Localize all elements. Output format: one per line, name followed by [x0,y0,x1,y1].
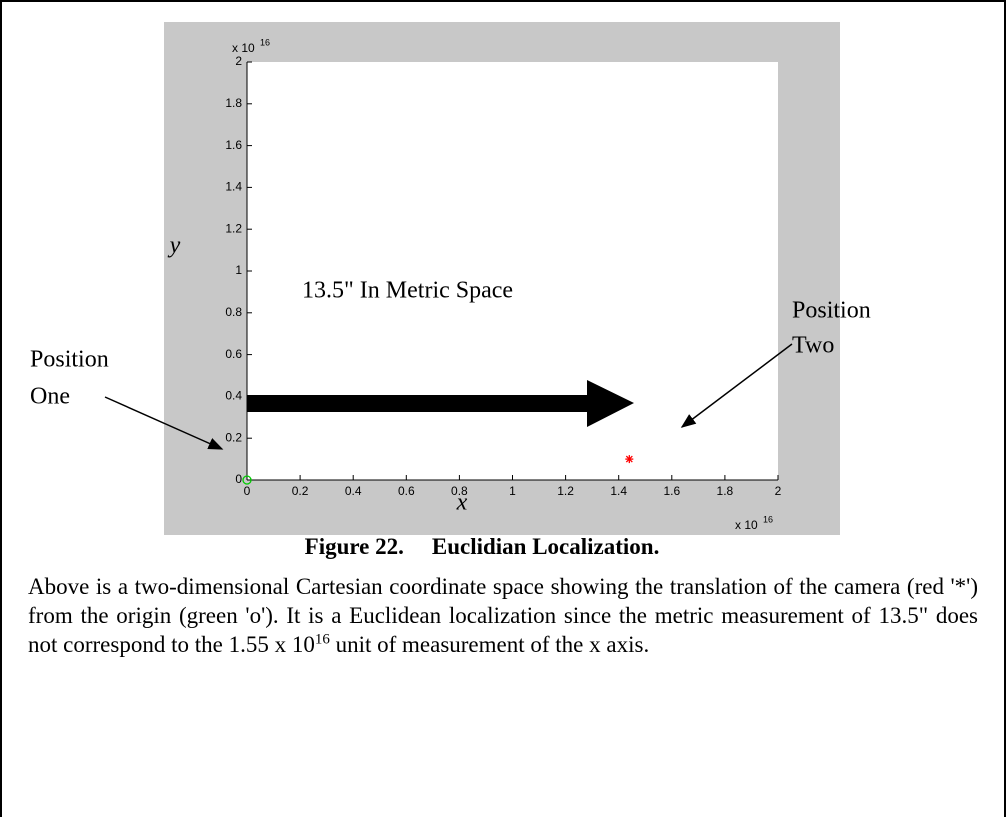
data-point [625,455,634,464]
paragraph: Above is a two-dimensional Cartesian coo… [28,572,978,659]
position-one-label: One [30,384,70,410]
position-two-label: Position [792,298,871,324]
x-tick-label: 0.2 [292,484,309,498]
x-axis-label: x [456,490,468,516]
y-tick-label: 1.8 [225,96,242,110]
y-tick-label: 0.8 [225,305,242,319]
position-one-label: Position [30,347,109,373]
paragraph-text: unit of measurement of the x axis. [329,632,650,657]
y-tick-label: 0.2 [225,430,242,444]
x-tick-label: 1.8 [717,484,734,498]
x-tick-label: 2 [775,484,782,498]
y-tick-label: 0.6 [225,347,242,361]
metric-annotation: 13.5" In Metric Space [302,278,513,304]
translation-arrow [247,380,634,427]
y-multiplier-base: x 10 [232,41,255,55]
pointer-arrow [680,343,793,428]
x-tick-label: 1 [509,484,516,498]
x-tick-label: 1.6 [663,484,680,498]
x-tick-label: 0 [244,484,251,498]
y-axis-label: y [168,233,181,259]
position-two-label: Two [792,333,834,359]
x-multiplier-exponent: 16 [763,514,773,524]
paragraph-superscript: 16 [314,631,330,648]
y-tick-label: 0 [235,472,242,486]
y-tick-label: 1 [235,263,242,277]
caption: Figure 22. Euclidian Localization. [2,534,962,560]
pointer-arrow [104,396,224,450]
y-tick-label: 1.2 [225,221,242,235]
x-tick-label: 0.4 [345,484,362,498]
x-tick-label: 1.4 [610,484,627,498]
y-tick-label: 2 [235,54,242,68]
y-tick-label: 1.4 [225,180,242,194]
x-tick-label: 1.2 [557,484,574,498]
y-tick-label: 1.6 [225,138,242,152]
paragraph-text: Above is a two-dimensional Cartesian coo… [28,574,978,657]
x-tick-label: 0.8 [451,484,468,498]
y-tick-label: 0.4 [225,389,242,403]
y-multiplier-exponent: 16 [260,37,270,47]
plot-area [247,62,778,480]
x-tick-label: 0.6 [398,484,415,498]
data-point [242,475,252,485]
x-multiplier-base: x 10 [735,518,758,532]
caption-title: Euclidian Localization. [431,534,660,559]
caption-label: Figure 22. [304,534,404,559]
